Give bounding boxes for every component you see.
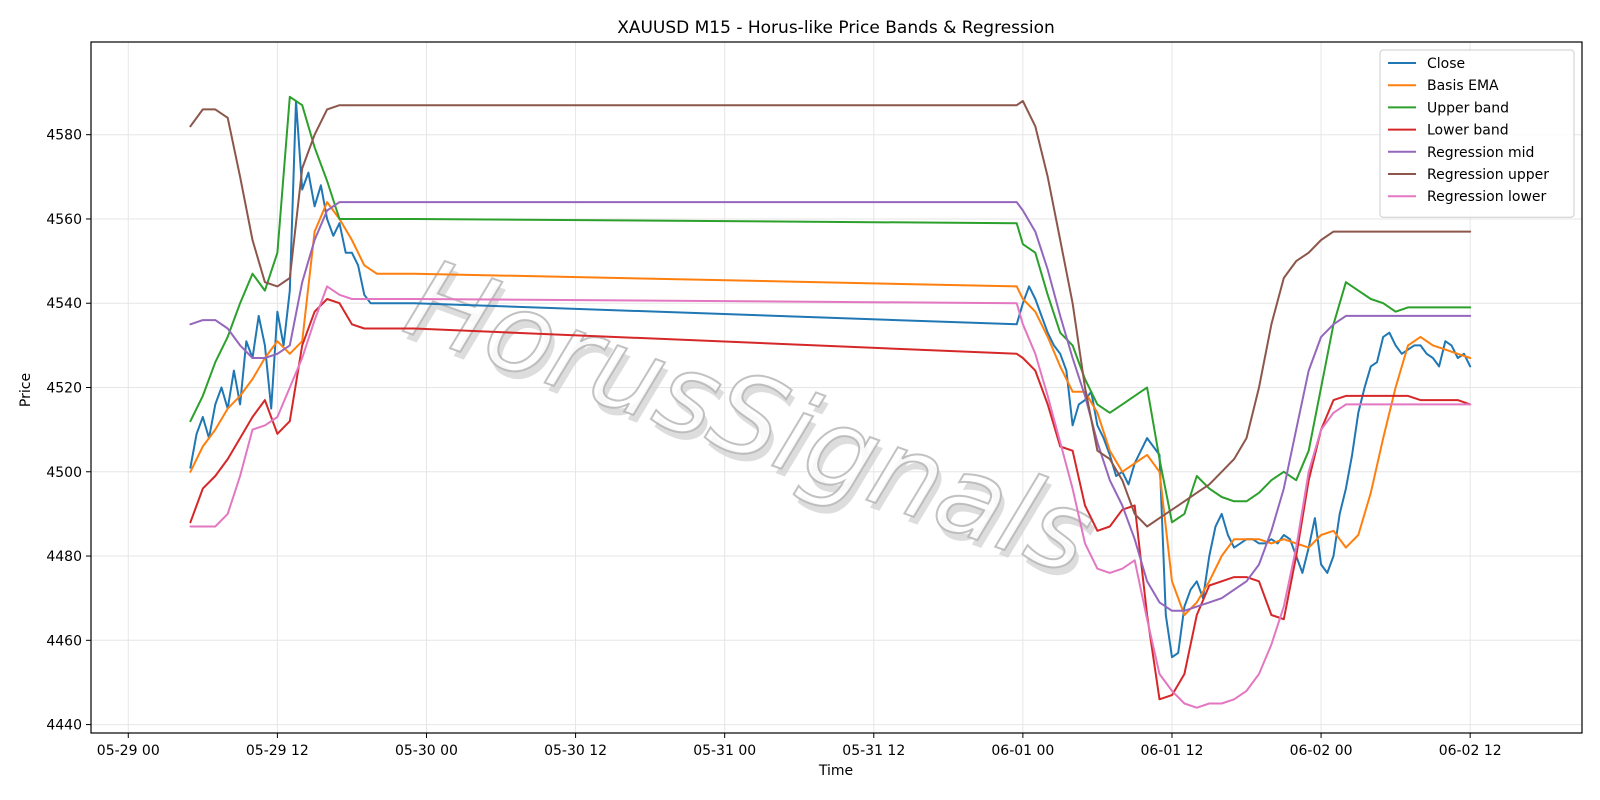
- series-line-lower-band: [189, 298, 1472, 701]
- series-layer: [189, 95, 1472, 709]
- series-line-regression-mid: [189, 201, 1472, 612]
- x-tick-label: 05-30 12: [544, 743, 607, 759]
- x-axis-ticks: 05-29 00 05-29 12 05-30 00 05-30 12 05-31 00…: [97, 733, 1502, 759]
- x-tick-label: 05-31 00: [693, 743, 756, 759]
- x-tick-label: 05-29 00: [97, 743, 160, 759]
- y-tick-label: 4520: [46, 381, 82, 397]
- series-line-close: [189, 100, 1472, 659]
- legend-label: Upper band: [1427, 100, 1509, 116]
- y-tick-label: 4460: [46, 633, 82, 649]
- series-line-regression-upper: [189, 100, 1472, 528]
- x-tick-label: 05-31 12: [842, 743, 905, 759]
- legend-label: Close: [1427, 56, 1465, 72]
- legend-label: Regression upper: [1427, 167, 1549, 183]
- chart-title: XAUUSD M15 - Horus-like Price Bands & Re…: [617, 18, 1055, 38]
- legend: Close Basis EMA Upper band Lower band Regres…: [1379, 49, 1575, 218]
- x-tick-label: 06-02 00: [1290, 743, 1353, 759]
- y-tick-label: 4580: [46, 128, 82, 144]
- x-tick-label: 06-02 12: [1439, 743, 1502, 759]
- y-tick-label: 4500: [46, 465, 82, 481]
- legend-label: Regression lower: [1427, 189, 1547, 205]
- legend-label: Regression mid: [1427, 145, 1534, 161]
- x-tick-label: 05-30 00: [395, 743, 458, 759]
- legend-box: [1379, 49, 1575, 218]
- x-tick-label: 06-01 12: [1140, 743, 1203, 759]
- legend-label: Basis EMA: [1427, 78, 1499, 94]
- y-tick-label: 4560: [46, 212, 82, 228]
- series-line-basis-ema: [189, 201, 1472, 616]
- y-axis-label: Price: [18, 373, 34, 407]
- series-line-regression-lower: [189, 285, 1472, 709]
- y-tick-label: 4480: [46, 549, 82, 565]
- y-tick-label: 4440: [46, 718, 82, 734]
- watermark-text: HorusSignals: [391, 234, 1109, 600]
- y-axis-ticks: 4440 4460 4480 4500 4520 4540 4560 4580: [46, 128, 91, 734]
- series-line-upper-band: [189, 95, 1472, 524]
- legend-label: Lower band: [1427, 123, 1509, 139]
- x-tick-label: 06-01 00: [991, 743, 1054, 759]
- y-tick-label: 4540: [46, 296, 82, 312]
- x-tick-label: 05-29 12: [246, 743, 309, 759]
- x-axis-label: Time: [818, 763, 853, 779]
